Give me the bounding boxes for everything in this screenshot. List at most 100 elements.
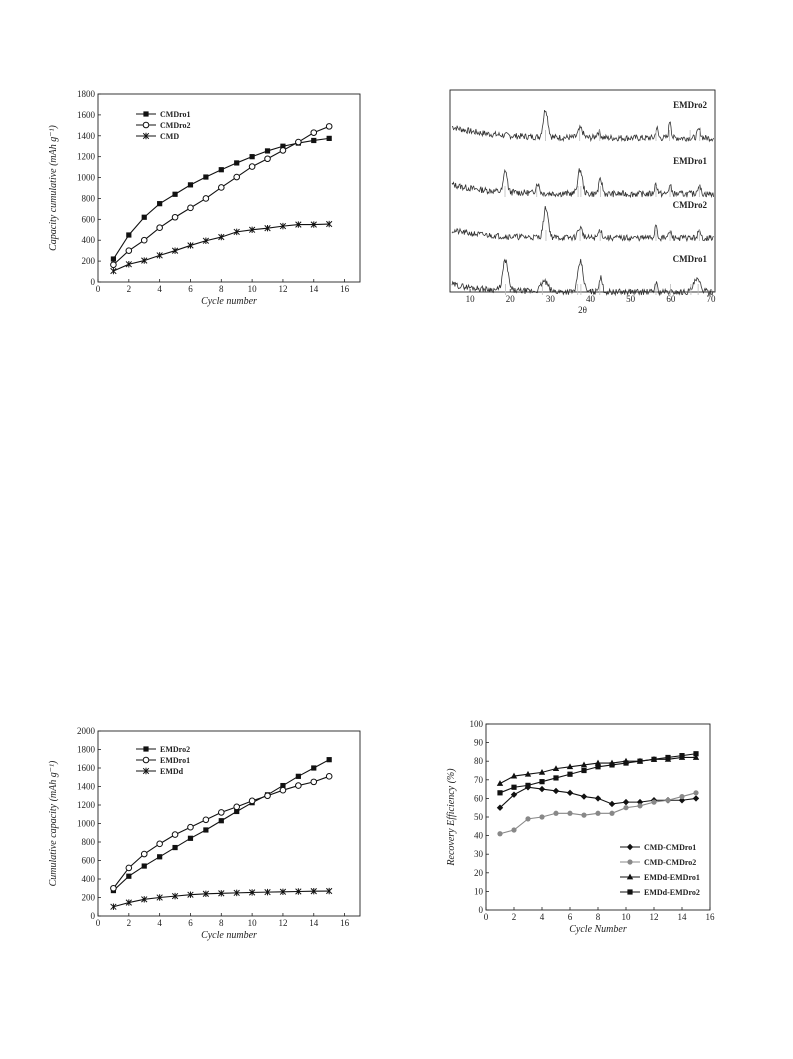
y-tick-label: 30 (474, 849, 484, 859)
xrd-curve (451, 206, 714, 243)
data-point (310, 221, 317, 228)
legend-label: CMD-CMDro2 (644, 858, 696, 867)
y-axis-title: Capacity cumulative (mAh g⁻¹) (48, 124, 59, 250)
data-point (609, 762, 615, 768)
data-point (552, 765, 560, 772)
data-point (264, 792, 271, 800)
series-CMDro2 (110, 123, 333, 269)
data-point (187, 835, 194, 841)
y-tick-label: 600 (82, 214, 96, 224)
data-point (156, 840, 163, 848)
legend-marker (627, 859, 633, 865)
y-tick-label: 1200 (77, 800, 96, 810)
series-line (113, 223, 330, 272)
data-point (125, 261, 132, 268)
data-point (203, 827, 209, 833)
xrd-curve (451, 168, 714, 199)
data-point (157, 201, 163, 207)
y-tick-label: 40 (474, 831, 484, 841)
x-axis-title: Cycle number (201, 930, 257, 941)
data-point (594, 759, 602, 766)
x-axis-title: Cycle number (201, 296, 257, 307)
data-point (125, 899, 132, 906)
data-point (203, 174, 209, 180)
data-point (693, 790, 699, 796)
data-point (538, 785, 546, 793)
data-point (202, 890, 210, 897)
data-point (608, 800, 616, 808)
legend-marker (626, 873, 634, 880)
legend-marker (142, 756, 150, 764)
xrd-trace-EMDro2 (451, 109, 714, 143)
plot-frame (97, 93, 361, 283)
data-point (497, 790, 503, 796)
data-point (110, 267, 117, 275)
data-point (295, 782, 302, 789)
chart-cumulative-capacity-cmd: 0 2 4 6 8 10 12 14 16 0 200 400 600 800 1000 1200 1400 16… (48, 89, 361, 307)
data-point (595, 810, 601, 816)
y-tick-label: 200 (82, 256, 96, 266)
data-point (665, 797, 671, 803)
series-CMD (110, 220, 333, 275)
data-point (679, 793, 685, 800)
data-point (279, 888, 287, 895)
data-point (233, 803, 241, 811)
legend-label: EMDro1 (160, 756, 190, 765)
x-tick-label: 12 (278, 284, 287, 294)
data-point (651, 756, 657, 762)
x-tick-label: 70 (706, 294, 716, 304)
data-point (202, 195, 210, 202)
data-point (141, 214, 147, 220)
series-line (113, 125, 330, 266)
data-point (279, 786, 287, 794)
y-tick-label: 90 (474, 738, 484, 748)
data-point (218, 233, 225, 241)
data-point (609, 810, 615, 816)
data-point (594, 795, 602, 802)
data-point (172, 191, 178, 197)
data-point (581, 812, 587, 818)
data-point (623, 760, 629, 766)
data-point (233, 173, 241, 181)
y-tick-label: 50 (474, 812, 484, 822)
data-point (511, 784, 517, 790)
plot-frame (97, 730, 361, 917)
y-tick-label: 10 (474, 886, 484, 896)
data-point (141, 863, 147, 869)
data-point (325, 773, 333, 780)
data-point (264, 888, 271, 896)
y-tick-label: 2000 (77, 726, 96, 736)
x-axis-title: Cycle Number (569, 924, 627, 935)
data-point (217, 809, 225, 816)
y-tick-label: 60 (474, 793, 484, 803)
data-point (510, 772, 518, 779)
data-point (171, 831, 179, 838)
y-tick-label: 1600 (77, 763, 96, 773)
data-point (665, 754, 671, 761)
data-point (326, 757, 332, 763)
xrd-trace-CMDro1 (451, 258, 714, 297)
y-axis-title: Recovery Efficiency (%) (446, 768, 457, 867)
legend-marker (143, 111, 149, 117)
data-point (233, 889, 240, 897)
data-point (172, 844, 178, 851)
x-tick-label: 16 (340, 918, 350, 928)
y-tick-label: 1000 (77, 173, 96, 183)
x-tick-label: 8 (219, 918, 224, 928)
data-point (156, 224, 163, 231)
data-point (580, 793, 588, 800)
data-point (311, 137, 317, 144)
x-tick-label: 14 (309, 918, 319, 928)
data-point (326, 135, 332, 141)
x-tick-label: 8 (596, 912, 601, 922)
data-point (248, 889, 256, 896)
xrd-trace-EMDro1 (451, 168, 714, 199)
data-point (234, 808, 240, 815)
y-tick-label: 200 (82, 893, 96, 903)
y-tick-label: 800 (82, 837, 96, 847)
legend-label: CMDro1 (160, 110, 191, 119)
data-point (141, 896, 148, 903)
x-tick-label: 14 (678, 912, 688, 922)
data-point (692, 754, 700, 760)
y-tick-label: 1400 (77, 131, 96, 141)
